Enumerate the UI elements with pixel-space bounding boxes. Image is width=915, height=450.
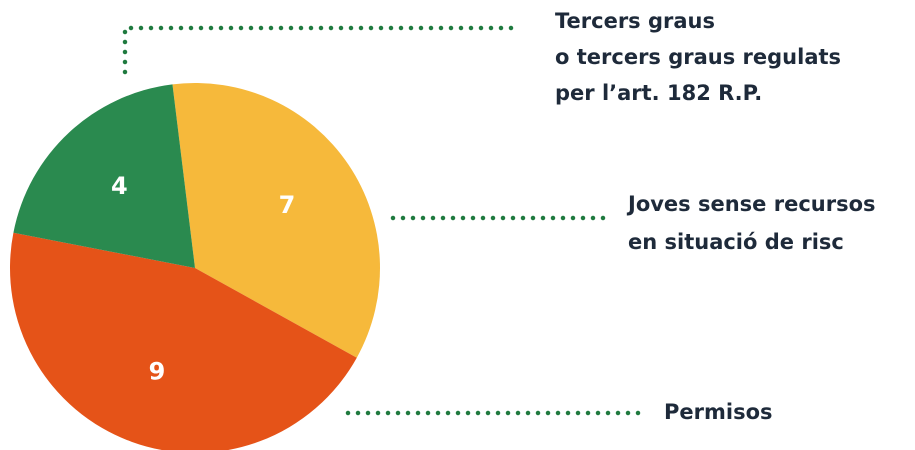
value-label: 7 <box>279 191 296 219</box>
value-label: 9 <box>149 357 166 385</box>
category-label: Permisos <box>664 400 773 424</box>
value-label: 4 <box>111 172 128 200</box>
category-label: o tercers graus regulats <box>555 45 841 69</box>
leader-line <box>122 25 523 75</box>
pie-slice <box>13 84 195 268</box>
pie-slice <box>10 232 357 450</box>
category-label: en situació de risc <box>628 230 844 254</box>
pie-slice <box>172 83 380 358</box>
category-label: Tercers graus <box>555 9 715 33</box>
category-label: per l’art. 182 R.P. <box>555 81 762 105</box>
category-label: Joves sense recursos <box>626 192 876 216</box>
